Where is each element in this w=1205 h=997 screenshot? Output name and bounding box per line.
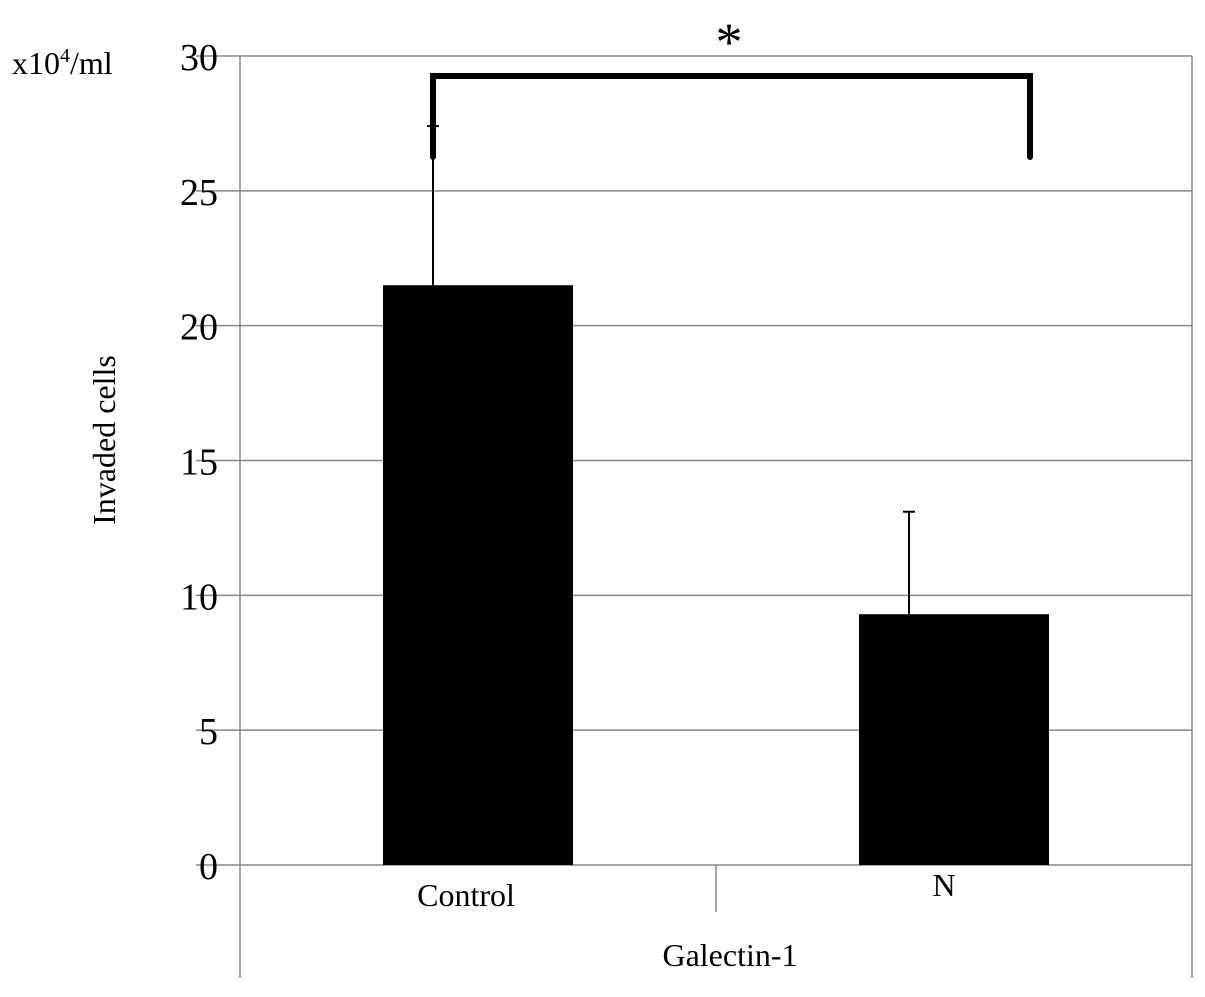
- y-tick-label: 15: [180, 442, 218, 484]
- y-tick-label: 30: [180, 37, 218, 79]
- y-tick-label: 0: [199, 846, 218, 888]
- x-axis-title: Galectin-1: [662, 937, 797, 973]
- x-tick-label: N: [932, 867, 955, 903]
- x-tick-label: Control: [417, 877, 515, 913]
- y-tick-label: 25: [180, 172, 218, 214]
- y-axis-label: Invaded cells: [86, 355, 122, 525]
- bar-n: [859, 614, 1049, 865]
- y-unit-label: x104/ml: [12, 45, 113, 81]
- y-tick-label: 10: [180, 576, 218, 618]
- y-tick-label: 20: [180, 307, 218, 349]
- significance-bracket: [430, 73, 1033, 160]
- y-tick-label: 5: [199, 711, 218, 753]
- significance-asterisk: *: [716, 12, 743, 72]
- bar-control: [383, 285, 573, 865]
